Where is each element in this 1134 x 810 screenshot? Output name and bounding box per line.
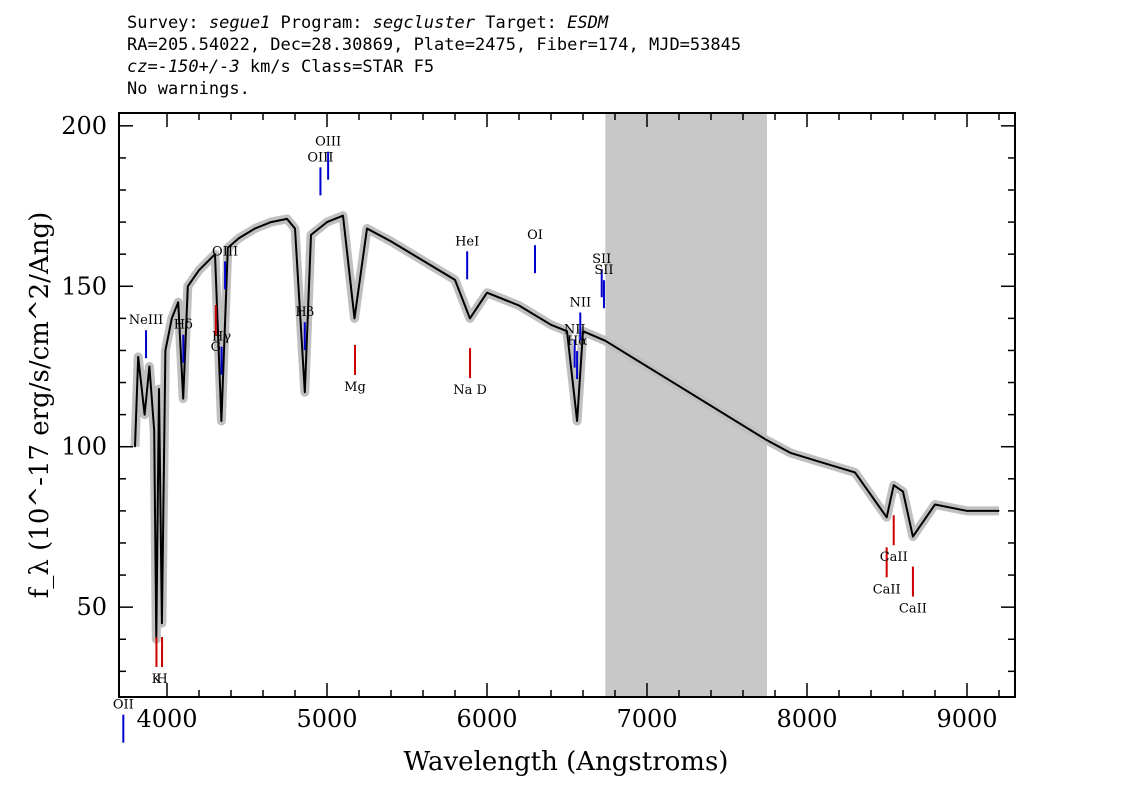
emission-line-label: Hγ (212, 330, 231, 345)
flux-point (187, 285, 189, 287)
flux-point (790, 452, 792, 454)
x-tick-label: 5000 (296, 705, 357, 733)
flux-point (886, 516, 888, 518)
flux-point (390, 240, 392, 242)
emission-line-label: OIII (212, 244, 238, 259)
flux-point (137, 356, 139, 358)
emission-line-label: Hβ (295, 305, 314, 320)
flux-point (912, 535, 914, 538)
flux-point (353, 317, 356, 319)
axis-ticks-layer: 4000 5000 6000 7000 8000 9000 50 100 150 200 (61, 112, 1015, 733)
flux-point (286, 218, 288, 220)
flux-point (469, 317, 471, 319)
emission-line-label: HeI (455, 234, 479, 249)
error-band-layer (130, 211, 999, 644)
header-line-warnings: No warnings. (127, 79, 250, 99)
flux-error-band (130, 211, 999, 644)
masked-region-layer (605, 113, 767, 697)
emission-line-label: Hδ (174, 318, 193, 333)
flux-point (454, 279, 456, 281)
flux-point (998, 510, 1000, 512)
flux-point (582, 330, 584, 332)
emission-line-label: OIII (307, 150, 333, 165)
flux-point (171, 317, 173, 319)
header-line-redshift: cz=-150+/-3 km/s Class=STAR F5 (127, 57, 435, 77)
flux-line (134, 214, 999, 641)
x-tick-label: 6000 (456, 705, 517, 733)
y-tick-label: 50 (76, 593, 107, 621)
masked-region (605, 113, 767, 697)
absorption-line-label: CaII (899, 602, 927, 617)
flux-point (254, 227, 256, 230)
flux-point (766, 439, 768, 441)
emission-line-label: OIII (315, 135, 341, 150)
x-axis-label: Wavelength (Angstroms) (404, 747, 729, 777)
absorption-line-label: Na D (453, 383, 487, 398)
flux-point (604, 340, 607, 342)
absorption-line-label: G (211, 340, 221, 355)
absorption-line-label: Mg (344, 380, 366, 395)
x-tick-label: 4000 (136, 705, 197, 733)
emission-line-label: OII (113, 698, 134, 713)
flux-point (854, 471, 856, 473)
flux-point (550, 324, 552, 326)
y-axis-label: f_λ (10^-17 erg/s/cm^2/Ang) (25, 212, 55, 598)
flux-point (214, 253, 216, 255)
flux-point (486, 292, 488, 294)
header-line-survey: Survey: segue1 Program: segcluster Targe… (127, 13, 609, 33)
emission-line-label: SII (592, 252, 611, 267)
emission-line-label: SII (594, 263, 613, 278)
flux-series-layer (134, 214, 1000, 641)
flux-point (934, 503, 936, 506)
header-line-coordinates: RA=205.54022, Dec=28.30869, Plate=2475, … (127, 35, 742, 55)
y-tick-label: 100 (61, 433, 107, 461)
flux-point (326, 221, 328, 223)
emission-line-label: Hα (567, 334, 587, 349)
flux-point (310, 234, 312, 236)
flux-point (518, 304, 520, 307)
absorption-line-label: K (152, 672, 162, 687)
y-tick-label: 200 (61, 112, 107, 140)
flux-point (182, 397, 184, 400)
flux-point (342, 215, 344, 217)
flux-point (144, 414, 146, 416)
flux-point (134, 446, 136, 448)
flux-point (366, 227, 368, 230)
flux-point (153, 430, 155, 432)
flux-point (966, 510, 968, 512)
x-tick-label: 9000 (936, 705, 997, 733)
flux-point (220, 420, 222, 422)
flux-point (566, 330, 568, 332)
flux-point (227, 247, 229, 249)
flux-point (177, 301, 179, 303)
flux-point (902, 491, 904, 493)
emission-line-label: OI (527, 228, 543, 243)
plot-frame (118, 112, 1016, 698)
x-tick-label: 7000 (616, 705, 677, 733)
absorption-line-label: CaII (873, 582, 901, 597)
flux-point (304, 391, 306, 393)
flux-point (164, 349, 166, 352)
emission-line-label: NeIII (129, 313, 163, 328)
flux-point (161, 622, 163, 624)
flux-point (238, 237, 240, 239)
emission-line-label: NII (569, 295, 591, 310)
y-tick-label: 150 (61, 272, 107, 300)
flux-point (198, 269, 200, 271)
flux-point (158, 388, 160, 390)
absorption-line-label: CaII (880, 550, 908, 565)
x-tick-label: 8000 (776, 705, 837, 733)
flux-point (576, 420, 578, 422)
spectrum-header: Survey: segue1 Program: segcluster Targe… (127, 12, 741, 100)
flux-point (294, 227, 296, 230)
absorption-line-label: H (156, 672, 167, 687)
flux-point (270, 221, 272, 223)
flux-point (148, 365, 150, 368)
flux-point (422, 260, 424, 262)
flux-point (822, 462, 824, 464)
flux-point (893, 484, 895, 486)
